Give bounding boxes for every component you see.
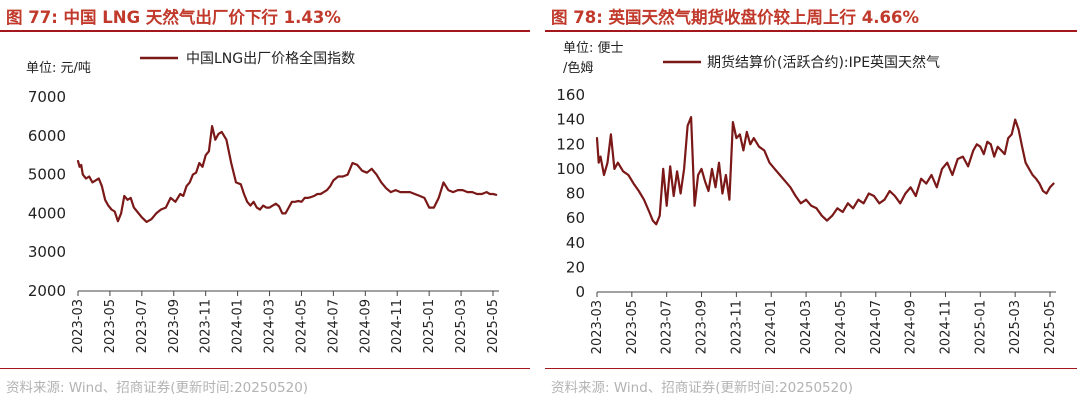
y-tick-label: 40 bbox=[566, 234, 585, 252]
x-tick-label: 2024-01 bbox=[764, 300, 779, 354]
unit-label: 单位: 元/吨 bbox=[26, 61, 91, 76]
y-tick-label: 7000 bbox=[28, 88, 66, 106]
legend-label: 期货结算价(活跃合约):IPE英国天然气 bbox=[707, 54, 940, 71]
x-tick-label: 2023-03 bbox=[71, 299, 86, 353]
x-tick-label: 2023-07 bbox=[135, 299, 150, 353]
unit-label: 单位: 便士 bbox=[563, 41, 624, 56]
y-tick-label: 0 bbox=[575, 283, 585, 301]
title-divider bbox=[0, 30, 530, 32]
x-tick-label: 2024-09 bbox=[358, 299, 373, 353]
y-tick-label: 100 bbox=[556, 160, 585, 178]
uk-gas-futures-chart: 单位: 便士/色姆 期货结算价(活跃合约):IPE英国天然气 0 20 40 60 80 10… bbox=[556, 41, 1058, 354]
x-tick-label: 2024-07 bbox=[869, 300, 884, 354]
series-line bbox=[76, 124, 498, 223]
x-tick-label: 2025-03 bbox=[1008, 300, 1023, 354]
right-chart-panel: 图 78: 英国天然气期货收盘价较上周上行 4.66% 单位: 便士/色姆 期货结… bbox=[545, 0, 1080, 400]
footer-divider bbox=[545, 368, 1077, 369]
footer-divider bbox=[0, 368, 530, 369]
y-tick-label: 5000 bbox=[28, 166, 66, 184]
y-tick-label: 80 bbox=[566, 185, 585, 203]
x-tick-label: 2023-09 bbox=[695, 300, 710, 354]
legend-label: 中国LNG出厂价格全国指数 bbox=[186, 50, 355, 67]
lng-price-chart: 单位: 元/吨 中国LNG出厂价格全国指数 2000 3000 4000 5000 6000… bbox=[26, 50, 501, 353]
x-tick-label: 2023-11 bbox=[729, 300, 744, 354]
x-tick-label: 2023-11 bbox=[199, 299, 214, 353]
unit-label: /色姆 bbox=[563, 60, 593, 76]
y-tick-label: 60 bbox=[566, 209, 585, 227]
title-divider bbox=[545, 30, 1077, 32]
source-note: 资料来源: Wind、招商证券(更新时间:20250520) bbox=[6, 380, 309, 396]
y-tick-label: 3000 bbox=[28, 243, 66, 261]
x-tick-label: 2025-01 bbox=[422, 299, 437, 353]
x-tick-label: 2024-05 bbox=[834, 300, 849, 354]
x-tick-label: 2025-05 bbox=[1043, 300, 1058, 354]
x-tick-label: 2025-05 bbox=[486, 299, 501, 353]
left-chart-panel: 图 77: 中国 LNG 天然气出厂价下行 1.43% 单位: 元/吨 中国LNG… bbox=[0, 8, 530, 396]
y-tick-label: 20 bbox=[566, 258, 585, 276]
x-tick-label: 2025-01 bbox=[973, 300, 988, 354]
x-tick-label: 2024-01 bbox=[231, 299, 246, 353]
y-tick-label: 2000 bbox=[28, 282, 66, 300]
figure-title: 图 78: 英国天然气期货收盘价较上周上行 4.66% bbox=[551, 8, 920, 27]
y-tick-label: 120 bbox=[556, 135, 585, 153]
x-tick-label: 2023-05 bbox=[625, 300, 640, 354]
x-tick-label: 2024-11 bbox=[390, 299, 405, 353]
x-tick-label: 2024-03 bbox=[263, 299, 278, 353]
x-tick-label: 2023-07 bbox=[660, 300, 675, 354]
x-tick-label: 2024-05 bbox=[294, 299, 309, 353]
y-tick-label: 160 bbox=[556, 86, 585, 104]
x-tick-label: 2024-09 bbox=[904, 300, 919, 354]
x-tick-label: 2025-03 bbox=[454, 299, 469, 353]
y-tick-label: 6000 bbox=[28, 127, 66, 145]
x-tick-label: 2024-11 bbox=[938, 300, 953, 354]
y-tick-label: 140 bbox=[556, 111, 585, 129]
x-tick-label: 2023-05 bbox=[103, 299, 118, 353]
figure-title: 图 77: 中国 LNG 天然气出厂价下行 1.43% bbox=[6, 8, 341, 27]
x-tick-label: 2023-09 bbox=[167, 299, 182, 353]
x-tick-label: 2024-03 bbox=[799, 300, 814, 354]
series-line bbox=[595, 116, 1055, 226]
y-tick-label: 4000 bbox=[28, 204, 66, 222]
source-note: 资料来源: Wind、招商证券(更新时间:20250520) bbox=[551, 380, 854, 396]
x-tick-label: 2024-07 bbox=[326, 299, 341, 353]
x-tick-label: 2023-03 bbox=[590, 300, 605, 354]
